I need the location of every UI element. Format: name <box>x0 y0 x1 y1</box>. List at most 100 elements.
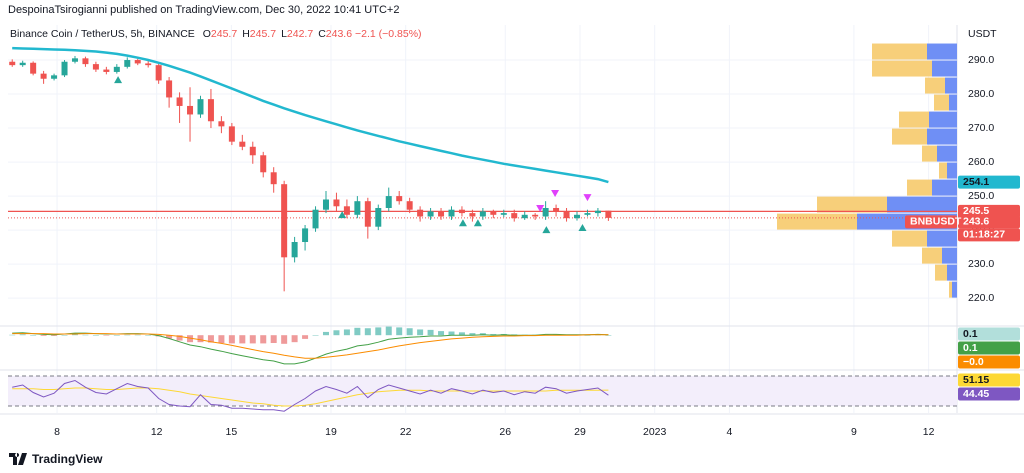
x-tick-label: 26 <box>499 426 511 438</box>
candle-body <box>145 63 152 66</box>
candle-body <box>92 64 99 70</box>
macd-histogram <box>92 335 99 336</box>
ohlc-value: 245.7 <box>210 28 238 40</box>
x-tick-label: 8 <box>54 426 60 438</box>
macd-histogram-value-box <box>958 327 1020 341</box>
candle-body <box>71 58 78 62</box>
x-tick-label: 15 <box>226 426 238 438</box>
candle-body <box>479 211 486 217</box>
sell-signal <box>551 190 560 198</box>
macd-histogram <box>312 335 319 336</box>
macd-histogram <box>30 335 37 336</box>
y-tick-label: 220.0 <box>968 292 994 304</box>
macd-histogram <box>291 335 298 343</box>
macd-histogram <box>249 335 256 344</box>
macd-histogram <box>103 335 110 336</box>
volume-up <box>947 162 957 179</box>
x-tick-label: 12 <box>151 426 163 438</box>
macd-value: 0.1 <box>963 342 978 354</box>
volume-down <box>922 145 937 162</box>
volume-down <box>922 247 942 264</box>
macd-histogram <box>584 335 591 336</box>
signal-value-box <box>958 355 1020 369</box>
macd-histogram <box>427 329 434 336</box>
candle-body <box>239 141 246 147</box>
candle-body <box>333 199 340 207</box>
macd-histogram <box>281 335 288 344</box>
macd-histogram <box>61 335 68 336</box>
volume-down <box>934 94 949 111</box>
macd-histogram-value: 0.1 <box>963 328 978 340</box>
macd-histogram <box>490 333 497 336</box>
candle-body <box>511 213 518 219</box>
volume-up <box>952 281 957 298</box>
macd-histogram <box>469 333 476 336</box>
macd-histogram <box>479 333 486 336</box>
buy-signal <box>114 76 123 84</box>
candle-body <box>385 196 392 208</box>
candle-body <box>228 126 235 142</box>
candle-body <box>458 209 465 214</box>
signal-value: −0.0 <box>963 356 984 368</box>
candle-body <box>166 80 173 98</box>
macd-histogram <box>134 334 141 336</box>
buy-signal <box>458 219 467 227</box>
ohlc-key: H <box>242 28 250 40</box>
candle-body <box>113 66 120 72</box>
macd-histogram <box>448 331 455 336</box>
candle-body <box>594 210 601 214</box>
symbol: Binance Coin / TetherUS, 5h, BINANCE <box>10 28 195 40</box>
volume-up <box>932 60 957 77</box>
candle-body <box>281 184 288 258</box>
candle-body <box>134 60 141 64</box>
rsi-value: 44.45 <box>963 388 989 400</box>
macd-histogram <box>322 331 329 336</box>
candle-body <box>490 211 497 215</box>
macd-histogram <box>228 335 235 344</box>
macd-histogram <box>145 335 152 336</box>
candle-body <box>124 60 131 67</box>
macd-histogram <box>19 334 26 336</box>
y-tick-label: 250.0 <box>968 190 994 202</box>
volume-down <box>777 213 857 230</box>
candle-body <box>417 209 424 217</box>
volume-up <box>887 196 957 213</box>
macd-histogram <box>197 335 204 343</box>
rsi-ma-value-box <box>958 373 1020 387</box>
ohlc-key: O <box>202 28 211 40</box>
rsi-ma-line <box>12 387 609 407</box>
x-tick-label: 12 <box>923 426 935 438</box>
macd-histogram <box>82 334 89 336</box>
price-line-label-box <box>958 204 1020 218</box>
logo <box>9 453 27 465</box>
rsi-line <box>12 379 609 412</box>
macd-histogram <box>333 330 340 336</box>
candle-body <box>103 69 110 72</box>
brand: TradingView <box>32 452 103 466</box>
macd-histogram <box>605 335 612 336</box>
ohlc-key: C <box>318 28 326 40</box>
candle-body <box>61 61 68 76</box>
ma-price-label: 254.1 <box>963 176 989 188</box>
macd-histogram <box>40 335 47 337</box>
volume-up <box>927 43 957 60</box>
x-tick-label: 29 <box>574 426 586 438</box>
volume-down <box>949 281 952 298</box>
macd-histogram <box>396 327 403 336</box>
candle-body <box>553 207 560 212</box>
macd-histogram <box>417 329 424 336</box>
volume-down <box>935 264 947 281</box>
x-tick-label: 2023 <box>643 426 667 438</box>
candle-body <box>427 211 434 217</box>
volume-up <box>927 230 957 247</box>
candle-body <box>563 211 570 219</box>
sell-signal <box>583 194 592 202</box>
macd-histogram <box>124 334 131 336</box>
candle-body <box>343 206 350 215</box>
volume-up <box>942 247 957 264</box>
y-tick-label: 280.0 <box>968 88 994 100</box>
candle-body <box>364 201 371 227</box>
macd-histogram <box>385 326 392 336</box>
buy-signal <box>338 211 347 219</box>
